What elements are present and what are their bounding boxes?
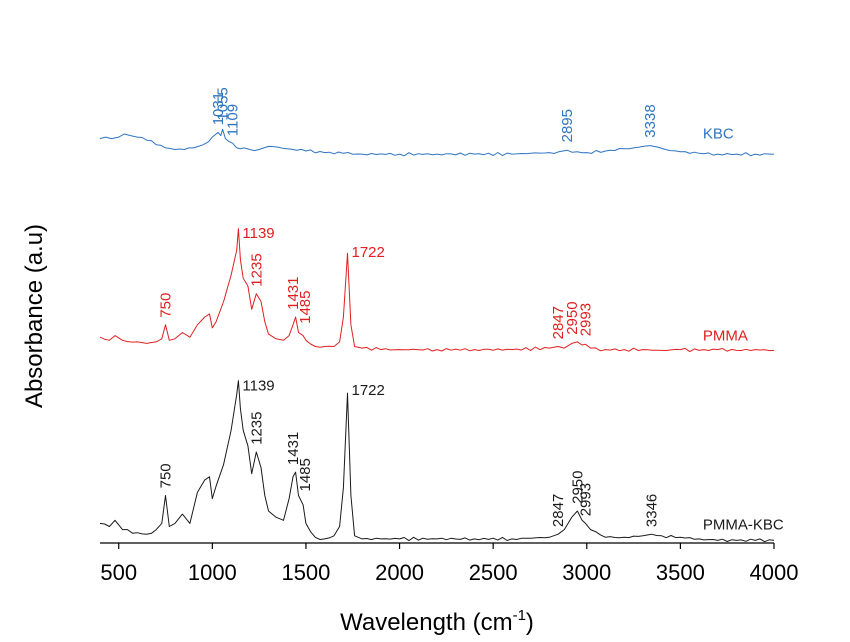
peak-label: 2950 [564, 301, 581, 334]
x-tick-label: 500 [100, 560, 137, 585]
peak-label: 1235 [248, 253, 265, 286]
peak-label: 2847 [550, 494, 567, 527]
x-tick-label: 1000 [188, 560, 237, 585]
x-tick-label: 1500 [281, 560, 330, 585]
peak-label: 1485 [297, 458, 314, 491]
series-line-pmma-kbc [99, 380, 775, 543]
y-axis-label: Absorbance (a.u) [21, 224, 48, 408]
x-tick-label: 2000 [375, 560, 424, 585]
peak-label: 1722 [352, 244, 385, 261]
peak-label: 3338 [642, 104, 659, 137]
peak-label: 750 [158, 463, 175, 488]
series-line-pmma [99, 228, 775, 353]
peak-label: 2993 [578, 303, 595, 336]
series-layer [99, 128, 775, 543]
peak-label: 1431 [285, 277, 302, 310]
x-axis-ticks: 500 1000 1500 2000 2500 3000 3500 4000 [100, 543, 798, 585]
peak-label: 1722 [352, 382, 385, 399]
peak-label: 1235 [248, 412, 265, 445]
peak-label: 2993 [578, 483, 595, 516]
peak-label: 750 [158, 293, 175, 318]
series-line-kbc [99, 128, 774, 157]
x-tick-label: 3500 [656, 560, 705, 585]
x-tick-label: 3000 [562, 560, 611, 585]
x-axis-label-suffix: ) [526, 609, 534, 636]
peak-label: 1485 [297, 291, 314, 324]
series-name-label: PMMA [703, 327, 748, 344]
x-axis-label: Wavelength (cm-1) [340, 607, 534, 636]
x-axis-label-main: Wavelength (cm [340, 609, 513, 636]
peak-label: 1431 [285, 432, 302, 465]
series-name-label: PMMA-KBC [703, 517, 784, 534]
peak-label: 1139 [242, 377, 274, 394]
peak-label: 1031 [210, 92, 227, 125]
peak-label: 2847 [550, 306, 567, 339]
peak-label: 1055 [215, 87, 232, 120]
x-tick-label: 2500 [469, 560, 518, 585]
peak-label: 1109 [225, 104, 242, 136]
peak-label: 2895 [559, 109, 576, 142]
peak-label: 3346 [644, 494, 661, 527]
x-axis-label-superscript: -1 [513, 607, 526, 624]
series-name-label: KBC [703, 126, 734, 143]
peak-label: 1139 [242, 225, 274, 242]
peak-label: 2950 [569, 471, 586, 504]
series-label-layer: KBC PMMA PMMA-KBC [703, 126, 784, 534]
x-tick-label: 4000 [750, 560, 799, 585]
